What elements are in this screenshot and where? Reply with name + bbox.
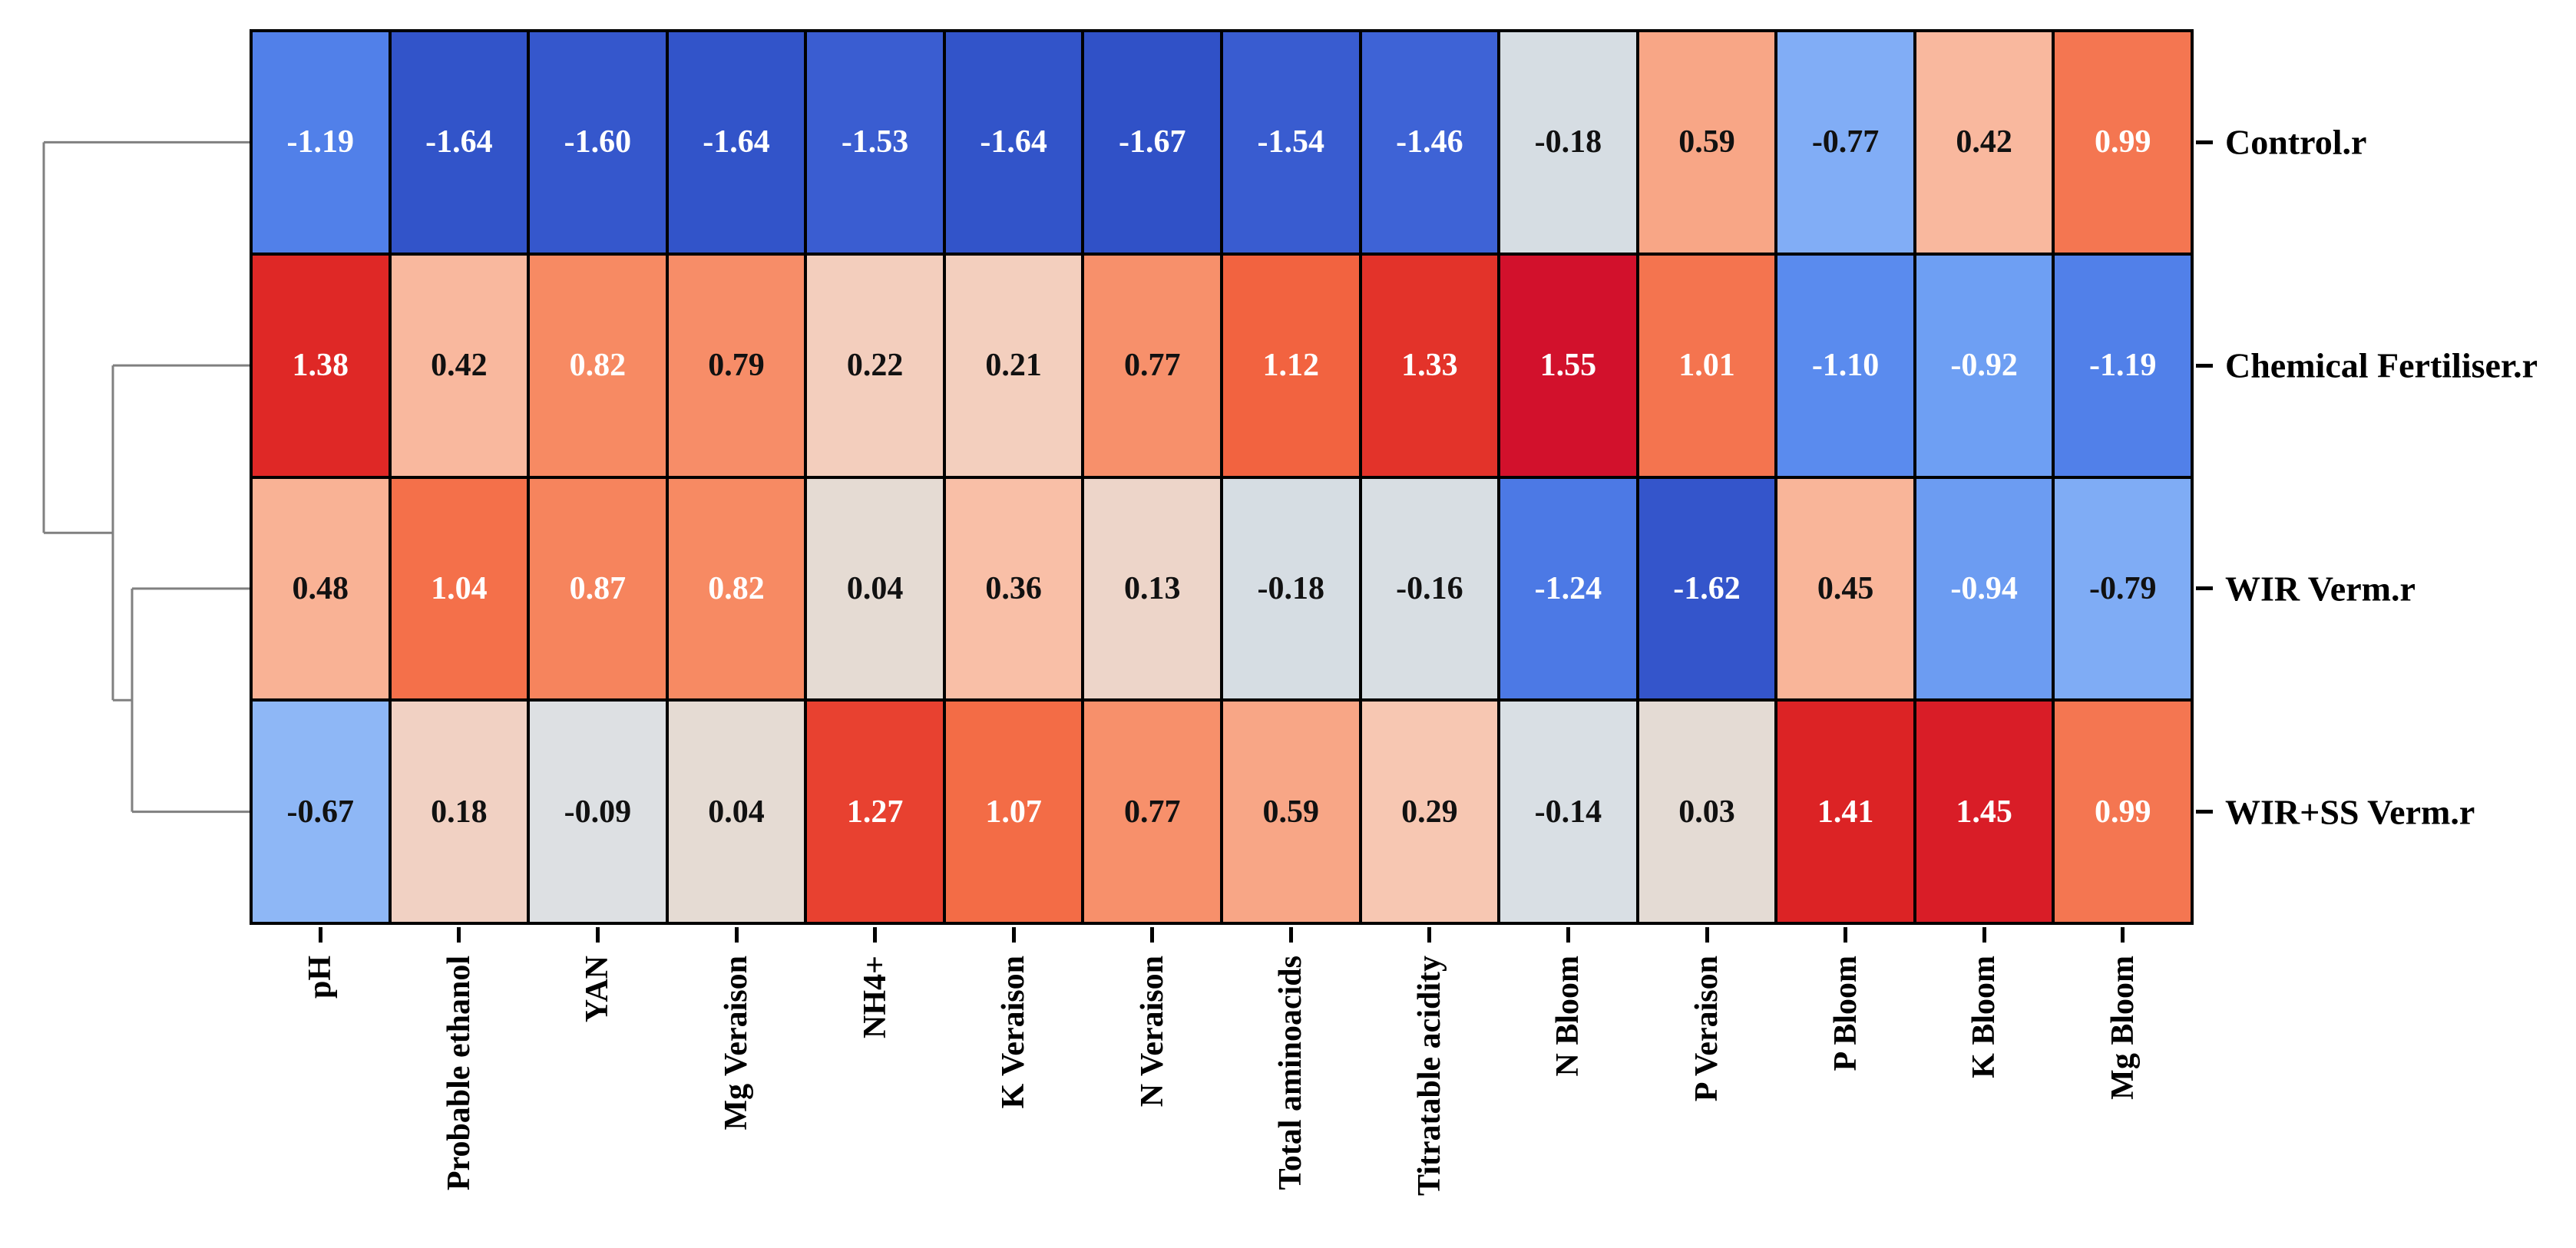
column-tick	[1844, 927, 1848, 943]
column-label: N Veraison	[1134, 956, 1170, 1108]
column-label: P Bloom	[1827, 956, 1863, 1071]
column-tick	[1982, 927, 1986, 943]
heatmap-cell: -1.19	[2055, 255, 2191, 476]
row-tick	[2196, 363, 2213, 368]
column-label: K Bloom	[1966, 956, 2002, 1078]
heatmap-cell: 1.01	[1639, 255, 1775, 476]
column-tick	[457, 927, 461, 943]
heatmap-cell: -1.46	[1361, 32, 1498, 253]
heatmap-cell: 0.87	[530, 478, 666, 699]
heatmap-cell: 1.12	[1222, 255, 1359, 476]
row-label: Chemical Fertiliser.r	[2225, 345, 2538, 385]
heatmap-cell: 0.77	[1084, 702, 1220, 922]
heatmap-cell: 0.59	[1639, 32, 1775, 253]
heatmap-cell: -0.79	[2055, 478, 2191, 699]
heatmap-cell: -0.94	[1916, 478, 2052, 699]
row-label: Control.r	[2225, 122, 2367, 162]
row-tick	[2196, 810, 2213, 814]
heatmap-cell: 0.03	[1639, 702, 1775, 922]
row-label: WIR Verm.r	[2225, 569, 2416, 609]
heatmap-cell: 1.27	[807, 702, 943, 922]
column-tick	[1150, 927, 1155, 943]
heatmap-cell: 0.36	[945, 478, 1082, 699]
column-label: Mg Veraison	[719, 956, 754, 1131]
row-label: WIR+SS Verm.r	[2225, 792, 2475, 832]
heatmap-cell: -1.60	[530, 32, 666, 253]
heatmap-cell: -1.53	[807, 32, 943, 253]
heatmap-cell: 0.48	[253, 478, 389, 699]
column-tick	[1288, 927, 1293, 943]
heatmap-cell: 0.42	[391, 255, 527, 476]
column-tick	[318, 927, 322, 943]
heatmap-cell: 0.22	[807, 255, 943, 476]
heatmap-cell: -0.18	[1500, 32, 1636, 253]
heatmap-cell: 1.41	[1777, 702, 1913, 922]
heatmap-cell: -1.24	[1500, 478, 1636, 699]
heatmap-cell: -1.54	[1222, 32, 1359, 253]
column-label: N Bloom	[1550, 956, 1586, 1077]
heatmap-cell: 0.42	[1916, 32, 2052, 253]
heatmap-cell: 0.29	[1361, 702, 1498, 922]
column-label: Mg Bloom	[2105, 956, 2141, 1100]
column-label: K Veraison	[996, 956, 1032, 1109]
heatmap-cell: -1.64	[668, 32, 805, 253]
column-tick	[1566, 927, 1570, 943]
heatmap-cell: 0.79	[668, 255, 805, 476]
heatmap-cell: -0.09	[530, 702, 666, 922]
heatmap-cell: -1.10	[1777, 255, 1913, 476]
heatmap-cell: 0.82	[668, 478, 805, 699]
column-label: Total aminoacids	[1273, 956, 1309, 1190]
heatmap-cell: -1.62	[1639, 478, 1775, 699]
row-tick	[2196, 586, 2213, 591]
column-label: Probable ethanol	[441, 956, 477, 1191]
column-tick	[2121, 927, 2125, 943]
heatmap-cell: 1.45	[1916, 702, 2052, 922]
column-tick	[1011, 927, 1016, 943]
column-label: YAN	[580, 956, 616, 1023]
heatmap-cell: -0.14	[1500, 702, 1636, 922]
heatmap-cell: -0.67	[253, 702, 389, 922]
column-label: P Veraison	[1689, 956, 1724, 1102]
heatmap-cell: -1.64	[391, 32, 527, 253]
column-tick	[734, 927, 739, 943]
column-tick	[873, 927, 878, 943]
heatmap-cell: 0.04	[668, 702, 805, 922]
column-tick	[595, 927, 600, 943]
row-tick	[2196, 140, 2213, 144]
column-tick	[1427, 927, 1432, 943]
column-tick	[1705, 927, 1709, 943]
heatmap-cell: 1.07	[945, 702, 1082, 922]
heatmap-cell: -1.64	[945, 32, 1082, 253]
heatmap-cell: -0.18	[1222, 478, 1359, 699]
heatmap-cell: -1.19	[253, 32, 389, 253]
heatmap-cell: 0.21	[945, 255, 1082, 476]
heatmap-cell: 1.33	[1361, 255, 1498, 476]
heatmap-cell: 0.59	[1222, 702, 1359, 922]
column-label: pH	[303, 956, 339, 999]
heatmap-cell: 0.18	[391, 702, 527, 922]
heatmap-cell: -0.92	[1916, 255, 2052, 476]
heatmap-cell: -0.77	[1777, 32, 1913, 253]
column-label: NH4+	[857, 956, 893, 1038]
heatmap-cell: 1.38	[253, 255, 389, 476]
heatmap-cell: -0.16	[1361, 478, 1498, 699]
heatmap-cell: 1.04	[391, 478, 527, 699]
heatmap-cell: 0.45	[1777, 478, 1913, 699]
heatmap-cell: 0.99	[2055, 702, 2191, 922]
heatmap-cell: 0.77	[1084, 255, 1220, 476]
heatmap-cell: -1.67	[1084, 32, 1220, 253]
column-label: Titratable acidity	[1411, 956, 1447, 1197]
heatmap-cell: 0.82	[530, 255, 666, 476]
heatmap-grid: -1.19 -1.64 -1.60 -1.64 -1.53 -1.64 -1.67 -1.54…	[250, 29, 2194, 925]
heatmap-cell: 0.99	[2055, 32, 2191, 253]
heatmap-cell: 0.04	[807, 478, 943, 699]
heatmap-cell: 0.13	[1084, 478, 1220, 699]
heatmap-cell: 1.55	[1500, 255, 1636, 476]
